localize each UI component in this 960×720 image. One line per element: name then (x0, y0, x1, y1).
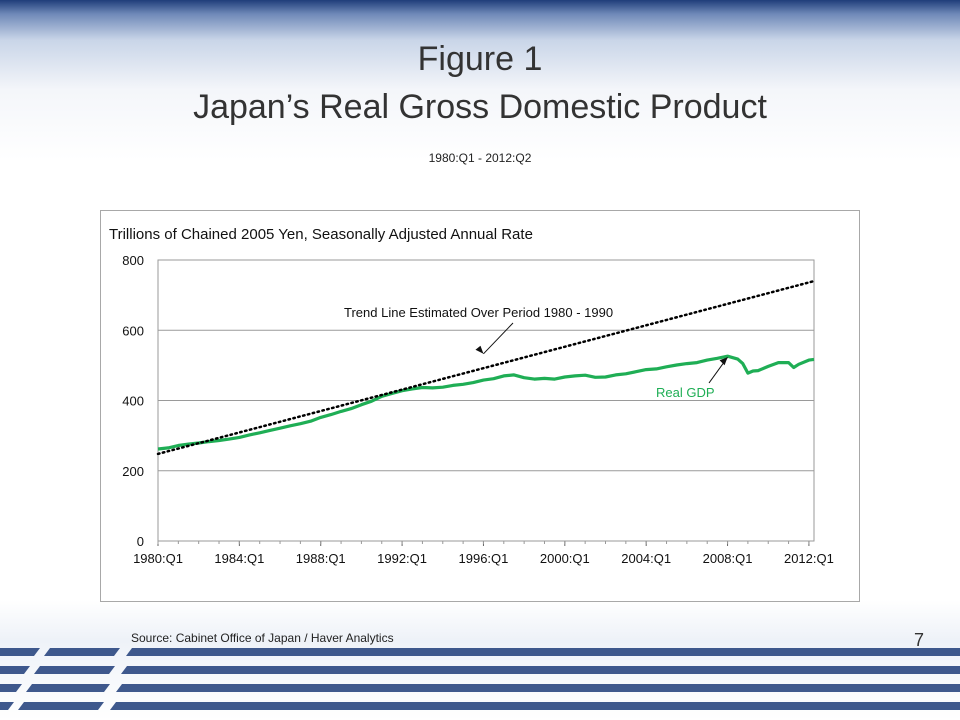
trend-annotation-arrow (483, 322, 514, 355)
trend-line-annotation: Trend Line Estimated Over Period 1980 - … (344, 305, 613, 320)
x-tick-label: 2008:Q1 (703, 551, 753, 566)
y-tick-label: 800 (122, 253, 144, 268)
y-tick-label: 200 (122, 464, 144, 479)
x-tick-label: 1980:Q1 (133, 551, 183, 566)
y-axis-label: Trillions of Chained 2005 Yen, Seasonall… (109, 226, 533, 243)
source-note: Source: Cabinet Office of Japan / Haver … (131, 631, 394, 645)
real-gdp-line (157, 354, 815, 451)
x-tick-label: 1984:Q1 (214, 551, 264, 566)
x-tick-label: 1992:Q1 (377, 551, 427, 566)
x-tick-label: 2000:Q1 (540, 551, 590, 566)
page-number: 7 (914, 630, 925, 650)
chart-panel: Trillions of Chained 2005 Yen, Seasonall… (100, 210, 860, 602)
y-tick-label: 600 (122, 323, 144, 338)
y-tick-label: 400 (122, 394, 144, 409)
gdp-line-chart: Trillions of Chained 2005 Yen, Seasonall… (109, 226, 834, 566)
x-tick-label: 2012:Q1 (784, 551, 834, 566)
slide-title-figure-number: Figure 1 (417, 40, 543, 78)
decorative-stripes (0, 648, 960, 710)
x-tick-label: 1988:Q1 (296, 551, 346, 566)
x-tick-label: 1996:Q1 (459, 551, 509, 566)
trend-line (156, 279, 816, 456)
date-range-subtitle: 1980:Q1 - 2012:Q2 (428, 151, 532, 165)
trend-arrowhead (475, 345, 484, 354)
y-tick-label: 0 (137, 534, 144, 549)
x-tick-label: 2004:Q1 (621, 551, 671, 566)
real-gdp-annotation: Real GDP (656, 385, 715, 400)
gdp-arrowhead (719, 357, 728, 366)
slide-title: Japan’s Real Gross Domestic Product (193, 88, 767, 126)
